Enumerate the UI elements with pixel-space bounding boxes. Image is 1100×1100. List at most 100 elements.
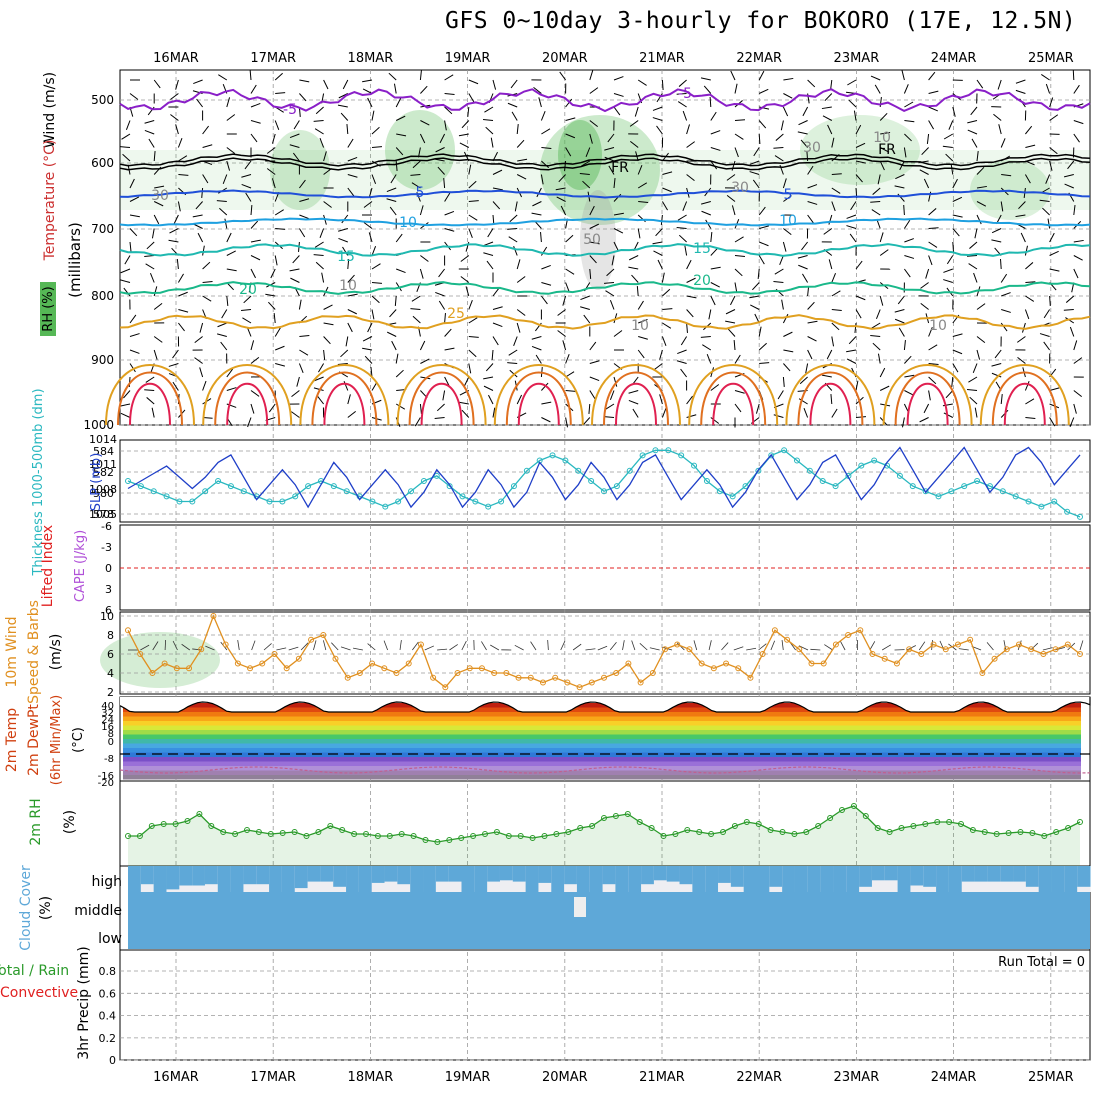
wind-barb: [807, 201, 818, 205]
wind-barb: [289, 144, 300, 148]
wind-barb: [386, 331, 397, 337]
wind-barb: [337, 104, 348, 108]
cloud-high-bar: [474, 866, 488, 892]
wind-barb: [1025, 295, 1035, 302]
wind-barb: [194, 336, 203, 344]
li-tick-label: 6: [105, 604, 112, 617]
wind-barb: [919, 417, 929, 423]
wind-barb: [1001, 309, 1011, 313]
wind-barb: [319, 137, 325, 148]
contour-loop: [505, 371, 572, 426]
wind-barb: [637, 79, 647, 86]
wind-barb: [734, 147, 739, 158]
wind10-speed-line-point: [735, 665, 742, 672]
rh2m-line-point: [815, 823, 822, 829]
wind-barb: [652, 117, 663, 121]
wind-barb: [921, 147, 929, 156]
wind-barb: [676, 360, 687, 364]
wind-barb: [903, 84, 909, 94]
wind-barb: [120, 268, 131, 274]
wind-barb: [801, 241, 808, 251]
wind-barb: [589, 376, 600, 382]
wind10-speed-line-point: [564, 679, 571, 686]
wind-barb: [484, 106, 494, 113]
wind-barb: [613, 241, 619, 252]
wind10-barb: [733, 646, 744, 651]
wind-barb: [831, 273, 837, 283]
thickness-line-point: [626, 467, 633, 474]
wind-barb: [226, 97, 231, 108]
wind-barb: [904, 120, 915, 123]
contour-loop: [882, 364, 973, 426]
rh2m-line-point: [850, 803, 857, 809]
wind-barb: [831, 201, 836, 212]
wind10-speed-line-point: [613, 670, 620, 676]
wind-barb: [461, 409, 470, 418]
wind-barb: [338, 237, 348, 243]
wind-barb: [420, 358, 430, 364]
wind10-barb: [758, 643, 767, 651]
wind-barb: [611, 255, 615, 266]
wind-barb: [976, 151, 979, 162]
cloud-high-bar: [461, 866, 475, 892]
wind-barb: [468, 317, 478, 324]
wind-barb: [636, 285, 639, 297]
wind-barb: [628, 255, 639, 261]
wind-barb: [807, 214, 814, 224]
wind-barb: [293, 120, 300, 130]
wind-barb: [758, 88, 769, 94]
wind-barb: [565, 353, 570, 364]
thickness-line-point: [601, 488, 607, 495]
wind-barb: [613, 212, 624, 216]
isotherm-25: [119, 314, 1091, 330]
contour-loop: [615, 382, 657, 426]
wind-barb: [583, 314, 591, 324]
thickness-line-point: [227, 483, 234, 490]
li-tick-label: 0: [105, 562, 112, 575]
wind-barb: [582, 417, 591, 426]
wind-barb: [565, 98, 573, 108]
date-label-top: 24MAR: [931, 51, 977, 66]
wind-barb: [298, 228, 306, 238]
cloud-high-bar: [936, 866, 950, 892]
wind-barb: [299, 349, 309, 356]
freezing-line: [119, 157, 1091, 171]
wind-barb: [1000, 322, 1008, 332]
wind-barb: [710, 160, 718, 170]
wind10-speed-line-point: [893, 660, 900, 667]
wind10-speed-line-point: [308, 636, 315, 643]
thickness-line-point: [935, 493, 942, 500]
wind-barb: [274, 72, 283, 81]
wind10-speed-line-point: [161, 660, 168, 667]
wind-barb: [1063, 309, 1074, 311]
wind-barb: [703, 85, 712, 94]
wind-barb: [702, 344, 712, 351]
wind-barb: [347, 187, 355, 197]
rh2m-line-point: [327, 823, 334, 829]
thickness-line-point: [639, 452, 646, 459]
contour-label: 25: [447, 306, 465, 322]
wind-barb: [533, 86, 542, 94]
wind10-speed-line-point: [552, 674, 559, 681]
wind-barb: [879, 147, 890, 153]
wind-barb: [628, 390, 639, 394]
cloud-high-bar: [243, 866, 257, 885]
wind-barb: [386, 198, 397, 202]
contour-loop: [420, 382, 463, 426]
pressure-tick-label: 700: [91, 222, 114, 236]
wind-barb: [879, 249, 889, 256]
contour-label: 15: [337, 249, 355, 265]
wind-barb: [395, 97, 402, 108]
wind-barb: [226, 250, 236, 256]
wind-barb: [613, 330, 623, 337]
wind-barb: [758, 326, 762, 337]
wind-barb: [393, 83, 397, 94]
wind-barb: [928, 227, 939, 229]
date-label-bottom: 25MAR: [1028, 1070, 1074, 1085]
cloud-high-bar: [179, 866, 193, 886]
wind-barb: [821, 106, 832, 110]
millibars-axis-label: (millibars): [66, 222, 84, 298]
wind-barb: [1025, 262, 1034, 270]
wind-barb: [855, 380, 859, 391]
cloud-high-bar: [192, 866, 206, 886]
